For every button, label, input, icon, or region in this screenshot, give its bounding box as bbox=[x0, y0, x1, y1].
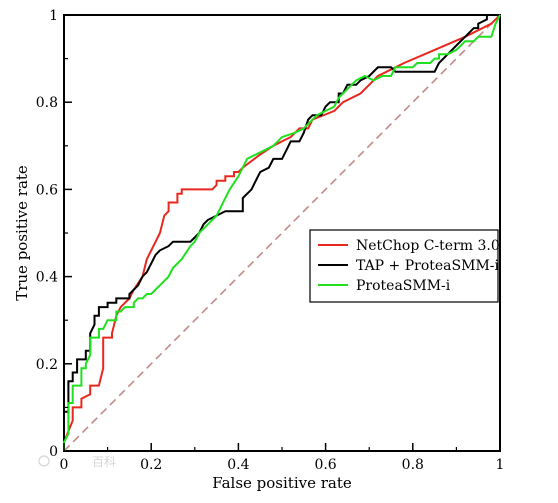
series-line-1 bbox=[63, 14, 501, 451]
x-tick-label: 1 bbox=[496, 457, 505, 473]
random-classifier-line bbox=[63, 14, 501, 452]
watermark-text: 百科 bbox=[92, 455, 116, 469]
x-tick-label: 0.2 bbox=[140, 457, 162, 473]
legend-label: ProteaSMM-i bbox=[356, 278, 451, 294]
x-tick-label: 0.8 bbox=[402, 457, 424, 473]
x-tick-label: 0.6 bbox=[314, 457, 336, 473]
y-tick-label: 0 bbox=[49, 444, 58, 460]
y-axis-label: True positive rate bbox=[13, 165, 31, 301]
x-axis: 0 0.2 0.4 0.6 0.8 1 bbox=[60, 443, 505, 473]
y-tick-label: 1 bbox=[49, 8, 58, 24]
x-tick-label: 0 bbox=[60, 457, 69, 473]
y-axis: 0 0.2 0.4 0.6 0.8 1 bbox=[36, 8, 72, 460]
y-tick-label: 0.8 bbox=[36, 95, 58, 111]
y-tick-label: 0.4 bbox=[36, 270, 58, 286]
series-line-2 bbox=[63, 14, 500, 451]
legend-label: TAP + ProteaSMM-i bbox=[356, 258, 500, 274]
legend-label: NetChop C-term 3.0 bbox=[356, 238, 500, 254]
y-tick-label: 0.2 bbox=[36, 357, 58, 373]
series-line-3 bbox=[63, 14, 501, 451]
watermark: 百科 bbox=[38, 455, 116, 469]
legend: NetChop C-term 3.0 TAP + ProteaSMM-i Prote… bbox=[309, 229, 500, 303]
y-tick-label: 0.6 bbox=[36, 182, 58, 198]
x-tick-label: 0.4 bbox=[227, 457, 249, 473]
x-axis-label: False positive rate bbox=[212, 474, 352, 492]
